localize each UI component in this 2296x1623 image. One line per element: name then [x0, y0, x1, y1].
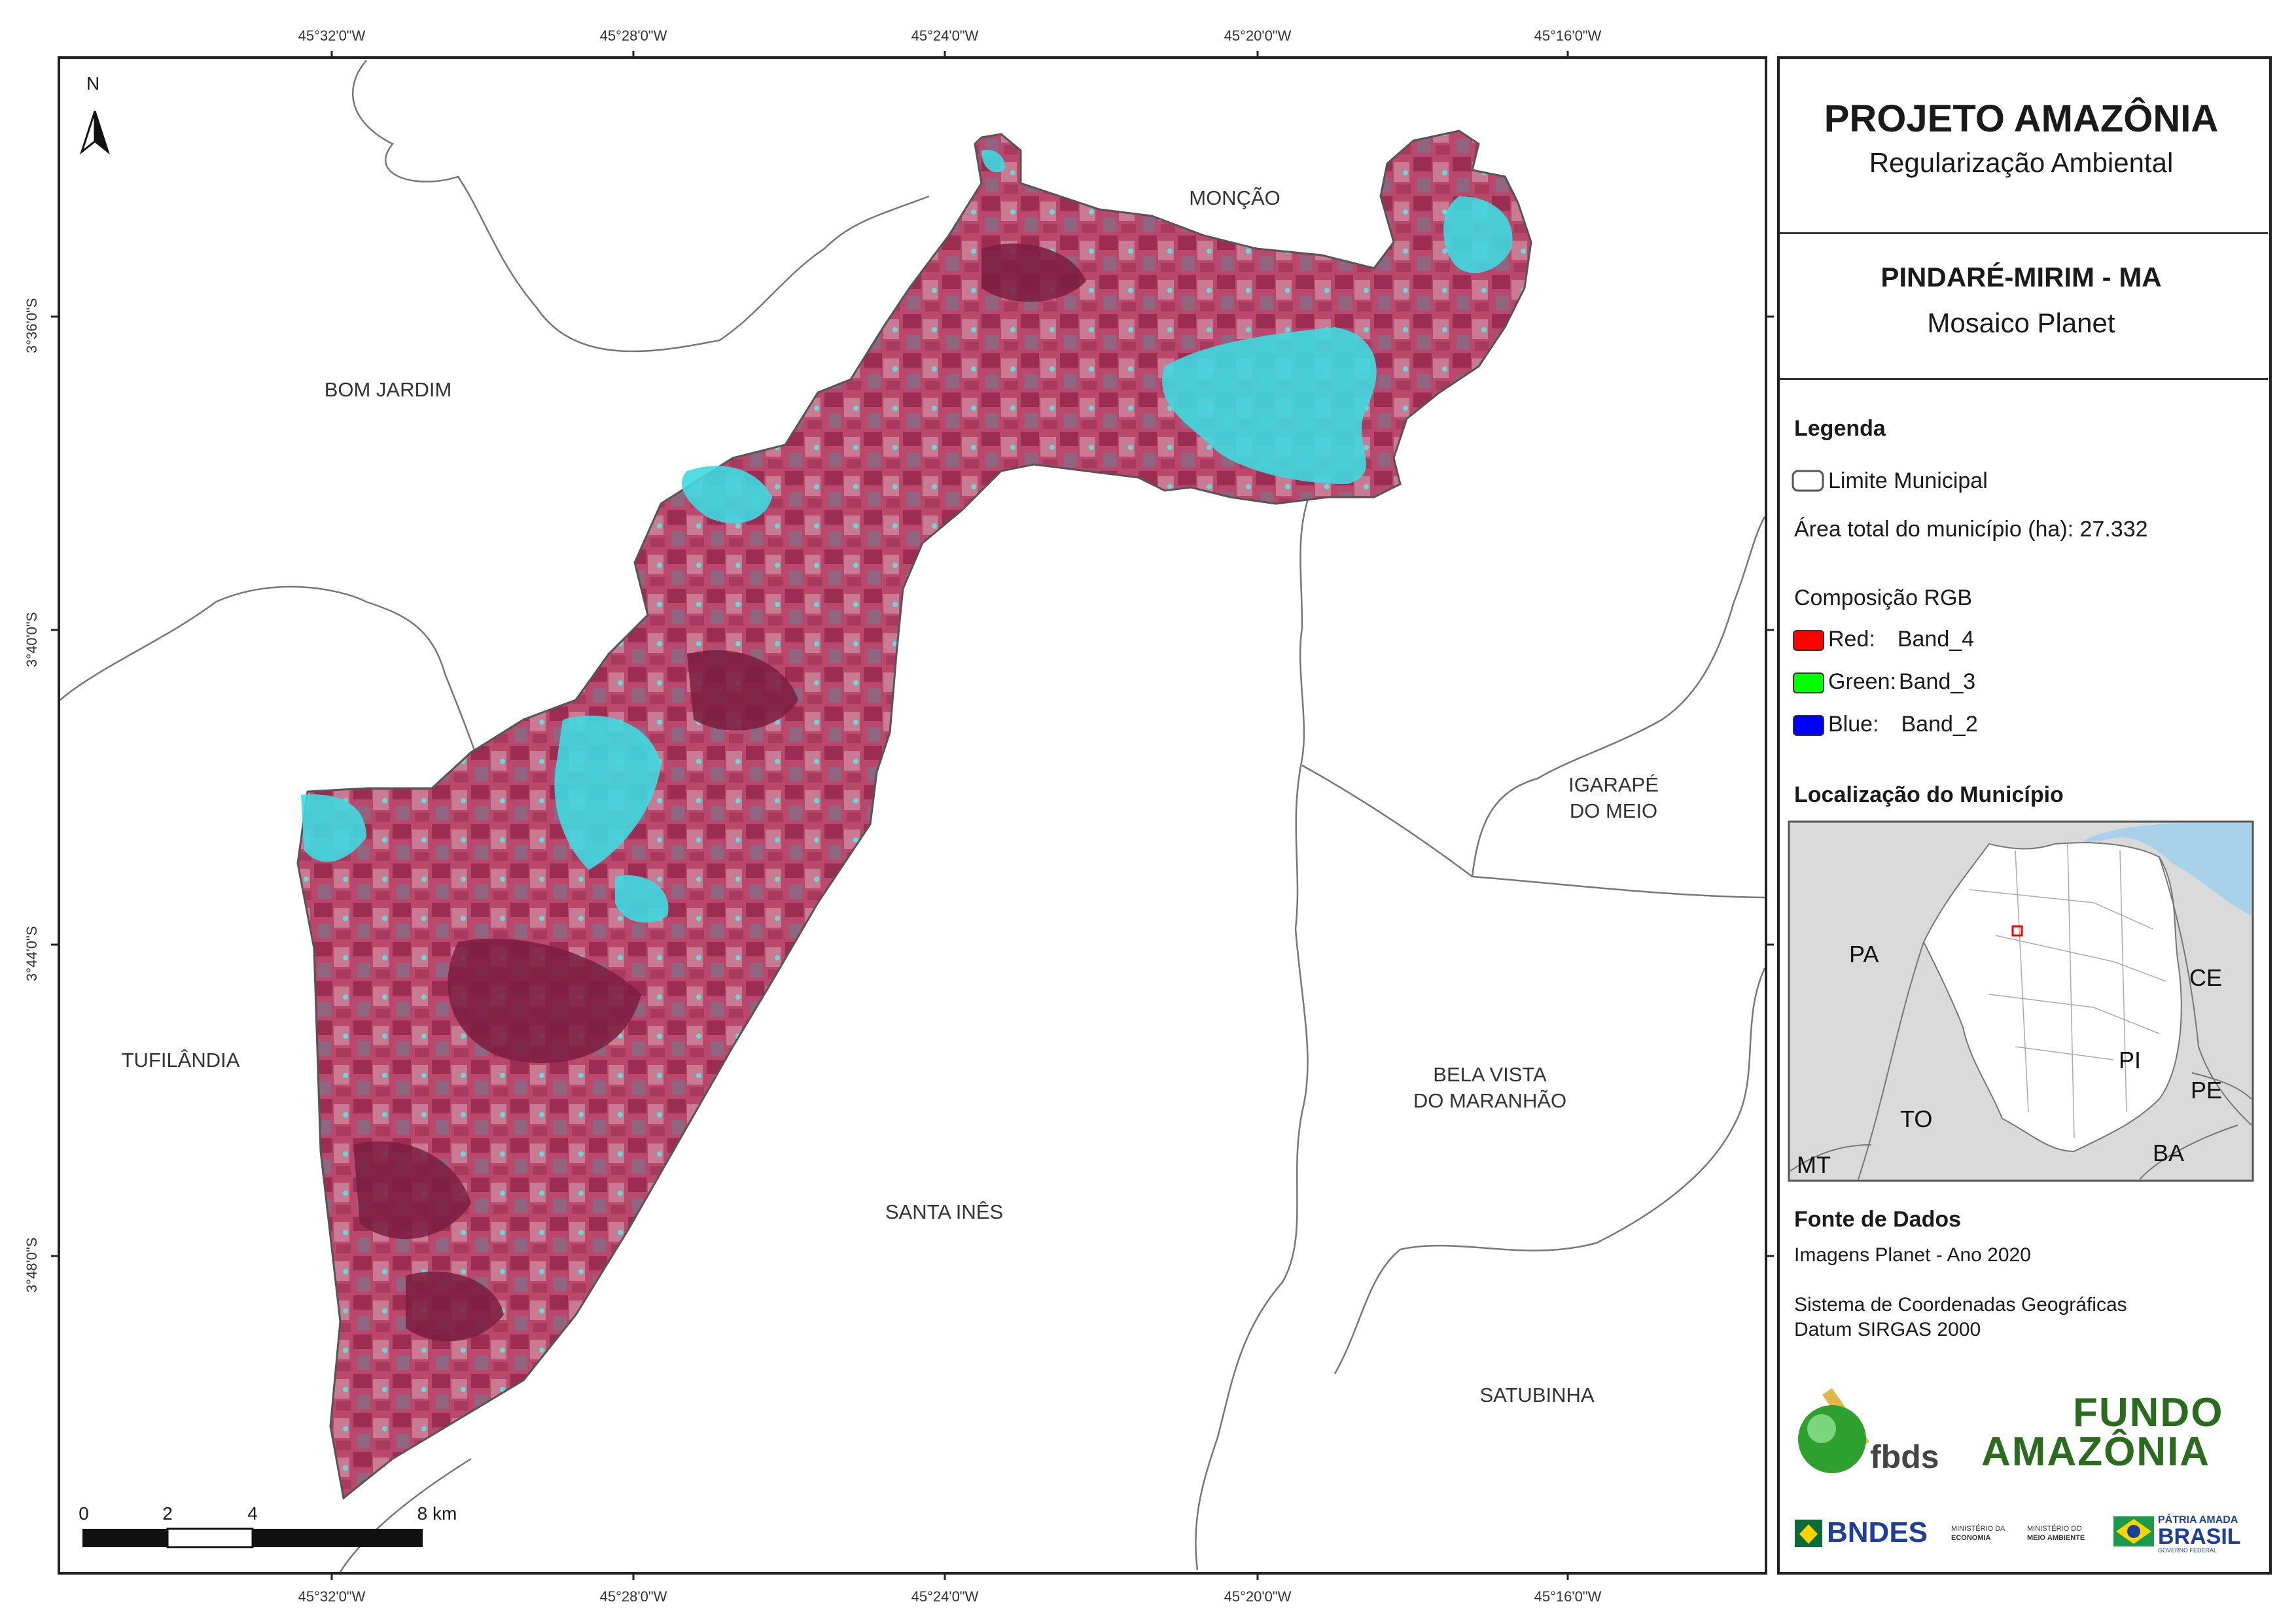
label-bom-jardim: BOM JARDIM: [324, 378, 452, 401]
legend-green-row: Green: Band_3: [1793, 669, 1975, 695]
location-inset-map: [1790, 823, 2252, 1180]
lon-label-bottom-1: 45°32'0"W: [298, 1588, 366, 1605]
side-panel-frame: [1777, 56, 2272, 1575]
location-title: Localização do Município: [1794, 782, 2064, 807]
coordinate-ticks: [51, 51, 1774, 1580]
project-subtitle: Regularização Ambiental: [1869, 147, 2174, 178]
legend-block: Legenda: [1794, 416, 2277, 442]
lon-label-3: 45°24'0"W: [911, 27, 979, 44]
lat-label-2: 3°40'0"S: [24, 612, 40, 667]
limit-swatch: [1792, 470, 1824, 492]
scale-tick-2: 2: [162, 1503, 173, 1524]
green-key: Green:: [1828, 669, 1896, 694]
scale-tick-0: 0: [79, 1503, 89, 1524]
lon-label-bottom-4: 45°20'0"W: [1224, 1588, 1292, 1605]
scale-tick-8: 8 km: [417, 1503, 457, 1524]
inset-pa: PA: [1849, 941, 1879, 968]
fundo-amazonia-line1: FUNDO: [2073, 1390, 2224, 1435]
lon-label-1: 45°32'0"W: [298, 27, 366, 44]
fbds-logo: [1798, 1387, 1870, 1473]
label-tufilandia: TUFILÂNDIA: [121, 1049, 240, 1072]
area-label: Área total do município (ha): 27.332: [1794, 517, 2148, 542]
red-value: Band_4: [1897, 627, 1975, 652]
red-key: Red:: [1828, 627, 1875, 652]
inset-ce: CE: [2189, 964, 2223, 991]
inset-mt: MT: [1797, 1151, 1831, 1178]
bndes-diamond: [1799, 1524, 1818, 1544]
bndes-text: BNDES: [1827, 1516, 1928, 1548]
place-block: PINDARÉ-MIRIM - MA Mosaico Planet: [1780, 262, 2263, 339]
project-title: PROJETO AMAZÔNIA: [1824, 97, 2219, 140]
sources-line-1: Imagens Planet - Ano 2020: [1794, 1244, 2031, 1266]
patria-amada-brasil: PÁTRIA AMADA BRASIL GOVERNO FEDERAL: [2158, 1515, 2241, 1554]
sources-title: Fonte de Dados: [1794, 1207, 1962, 1232]
lon-label-4: 45°20'0"W: [1224, 27, 1292, 44]
sources-line-2: Sistema de Coordenadas Geográficas: [1794, 1294, 2127, 1316]
lon-label-bottom-2: 45°28'0"W: [599, 1588, 667, 1605]
min-economia-line2: ECONOMIA: [1951, 1534, 1991, 1542]
lon-label-bottom-5: 45°16'0"W: [1534, 1588, 1602, 1605]
label-satubinha: SATUBINHA: [1479, 1384, 1595, 1406]
divider-1: [1780, 232, 2268, 234]
place-title: PINDARÉ-MIRIM - MA: [1881, 262, 2162, 292]
blue-swatch: [1793, 715, 1824, 737]
min-economia-line1: MINISTÉRIO DA: [1951, 1525, 2005, 1533]
inset-ba: BA: [2153, 1140, 2185, 1166]
label-moncao: MONÇÃO: [1189, 186, 1280, 209]
label-igarape-line1: IGARAPÉ: [1568, 773, 1659, 796]
label-bela-vista-line2: DO MARANHÃO: [1413, 1089, 1567, 1112]
title-block: PROJETO AMAZÔNIA Regularização Ambiental: [1780, 97, 2263, 179]
sources-line-3: Datum SIRGAS 2000: [1794, 1319, 1981, 1340]
label-santa-ines: SANTA INÊS: [885, 1200, 1004, 1223]
limit-label: Limite Municipal: [1828, 468, 1988, 493]
lat-label-1: 3°36'0"S: [24, 298, 40, 353]
lat-label-3: 3°44'0"S: [24, 926, 40, 981]
inset-pe: PE: [2191, 1077, 2223, 1104]
fbds-text: fbds: [1870, 1439, 1939, 1475]
legend-title: Legenda: [1794, 416, 1886, 441]
lon-label-5: 45°16'0"W: [1534, 27, 1602, 44]
rgb-title: Composição RGB: [1794, 585, 1973, 610]
product-title: Mosaico Planet: [1927, 307, 2115, 338]
inset-to: TO: [1900, 1106, 1933, 1132]
green-value: Band_3: [1898, 669, 1976, 694]
scale-tick-4: 4: [247, 1503, 258, 1524]
min-ambiente: MINISTÉRIO DO MEIO AMBIENTE: [2027, 1524, 2085, 1543]
blue-key: Blue:: [1828, 712, 1879, 737]
scale-bar: [82, 1527, 423, 1548]
north-label: N: [86, 73, 100, 94]
inset-pi: PI: [2119, 1047, 2142, 1073]
fundo-amazonia-line2: AMAZÔNIA: [1981, 1429, 2211, 1475]
lat-label-4: 3°48'0"S: [24, 1237, 40, 1293]
water-bodies: [301, 150, 1513, 923]
patria-line2: BRASIL: [2158, 1524, 2241, 1549]
legend-blue-row: Blue: Band_2: [1793, 712, 1978, 737]
lon-label-bottom-3: 45°24'0"W: [911, 1588, 979, 1605]
patria-line1: PÁTRIA AMADA: [2158, 1514, 2238, 1526]
governo-federal: GOVERNO FEDERAL: [2158, 1547, 2217, 1554]
north-arrow-icon: [80, 111, 110, 155]
min-ambiente-line1: MINISTÉRIO DO: [2027, 1525, 2082, 1533]
label-igarape-line2: DO MEIO: [1569, 799, 1658, 822]
divider-2: [1780, 378, 2268, 380]
municipality-locator: [2011, 925, 2023, 937]
green-swatch: [1793, 672, 1824, 694]
red-swatch: [1793, 630, 1824, 652]
min-ambiente-line2: MEIO AMBIENTE: [2027, 1534, 2085, 1542]
municipal-limits: [60, 60, 1765, 1572]
min-economia: MINISTÉRIO DA ECONOMIA: [1951, 1524, 2005, 1543]
lon-label-2: 45°28'0"W: [599, 27, 667, 44]
forest-patches: [353, 243, 1086, 1342]
pindare-mirim-polygon: [296, 130, 1532, 1500]
label-bela-vista-line1: BELA VISTA: [1433, 1063, 1547, 1086]
blue-value: Band_2: [1901, 712, 1978, 737]
legend-red-row: Red: Band_4: [1793, 627, 1974, 652]
